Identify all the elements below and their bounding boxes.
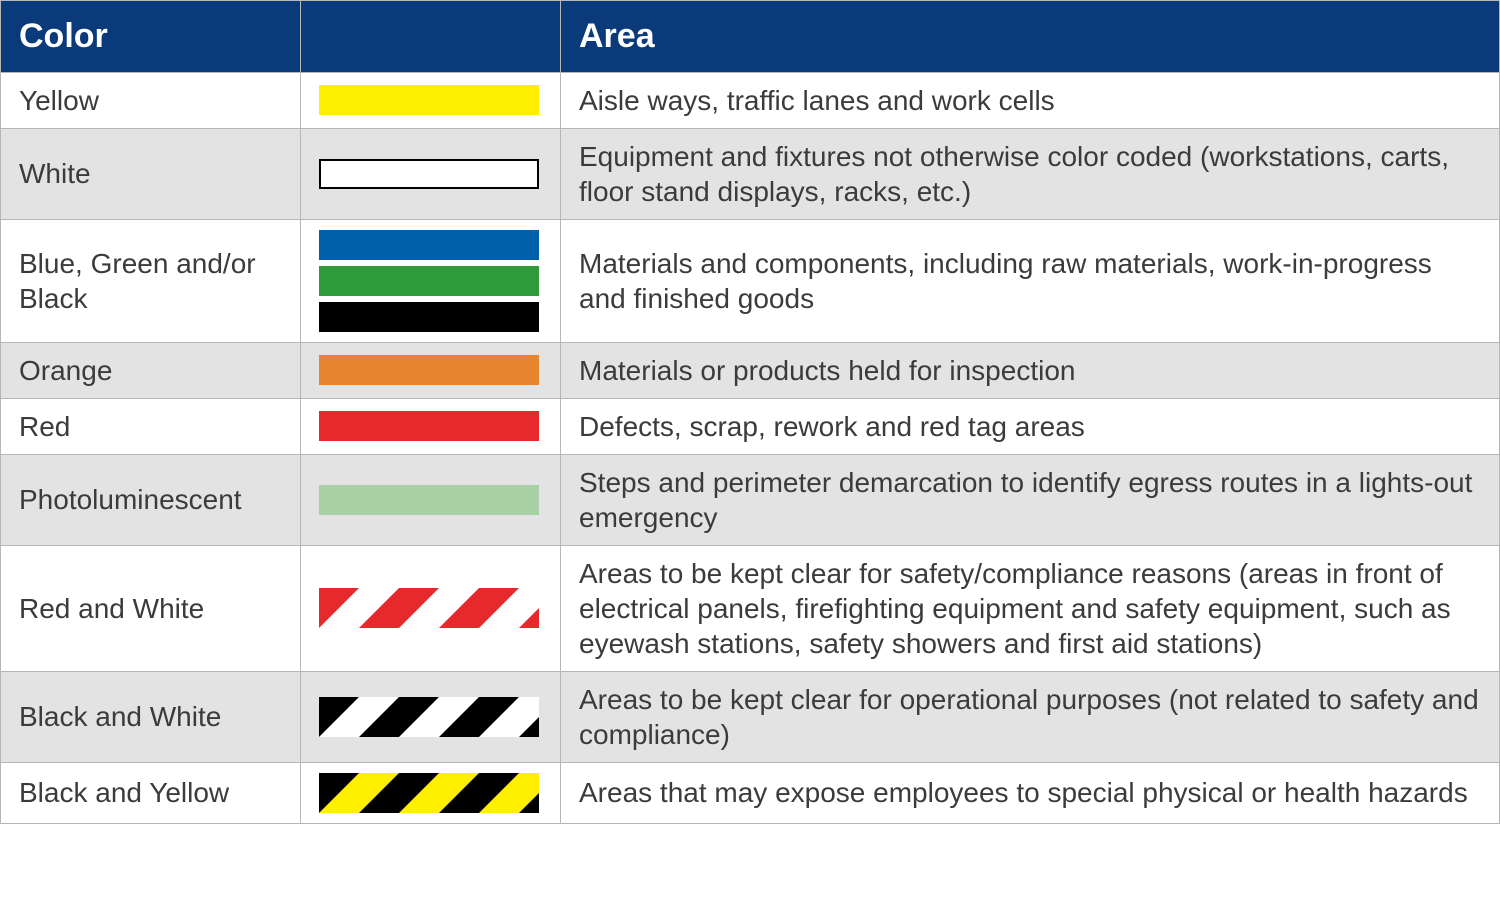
- area-cell: Materials and components, including raw …: [561, 219, 1500, 342]
- swatch-cell: [301, 545, 561, 671]
- header-area: Area: [561, 1, 1500, 73]
- table-row: Red Defects, scrap, rework and red tag ar…: [1, 398, 1500, 454]
- area-cell: Aisle ways, traffic lanes and work cells: [561, 72, 1500, 128]
- color-name-cell: Photoluminescent: [1, 454, 301, 545]
- swatch-cell: [301, 454, 561, 545]
- table-body: Yellow Aisle ways, traffic lanes and work…: [1, 72, 1500, 823]
- table-row: White Equipment and fixtures not otherwis…: [1, 128, 1500, 219]
- table-row: Black and Yellow Areas that may expose em…: [1, 762, 1500, 823]
- swatch-cell: [301, 671, 561, 762]
- swatch-cell: [301, 762, 561, 823]
- swatch-stripe: [319, 588, 539, 628]
- area-cell: Steps and perimeter demarcation to ident…: [561, 454, 1500, 545]
- color-name-cell: Orange: [1, 342, 301, 398]
- table-header-row: Color Area: [1, 1, 1500, 73]
- color-name-cell: Blue, Green and/or Black: [1, 219, 301, 342]
- table-row: Blue, Green and/or Black Materials and co…: [1, 219, 1500, 342]
- color-name-cell: Red: [1, 398, 301, 454]
- table-row: Orange Materials or products held for ins…: [1, 342, 1500, 398]
- color-name-cell: Black and White: [1, 671, 301, 762]
- header-color: Color: [1, 1, 301, 73]
- swatch-cell: [301, 342, 561, 398]
- swatch-solid: [319, 266, 539, 296]
- swatch-solid: [319, 230, 539, 260]
- table-row: Black and White Areas to be kept clear fo…: [1, 671, 1500, 762]
- table-row: Photoluminescent Steps and perimeter dema…: [1, 454, 1500, 545]
- swatch-solid: [319, 355, 539, 385]
- swatch-cell: [301, 219, 561, 342]
- color-name-cell: Yellow: [1, 72, 301, 128]
- area-cell: Areas to be kept clear for safety/compli…: [561, 545, 1500, 671]
- swatch-solid: [319, 485, 539, 515]
- area-cell: Defects, scrap, rework and red tag areas: [561, 398, 1500, 454]
- swatch-solid: [319, 159, 539, 189]
- swatch-solid: [319, 411, 539, 441]
- swatch-cell: [301, 128, 561, 219]
- color-name-cell: White: [1, 128, 301, 219]
- color-name-cell: Black and Yellow: [1, 762, 301, 823]
- color-code-table: Color Area Yellow Aisle ways, traffic lan…: [0, 0, 1500, 824]
- color-name-cell: Red and White: [1, 545, 301, 671]
- swatch-stripe: [319, 773, 539, 813]
- table-row: Yellow Aisle ways, traffic lanes and work…: [1, 72, 1500, 128]
- swatch-cell: [301, 398, 561, 454]
- swatch-stripe: [319, 697, 539, 737]
- area-cell: Areas to be kept clear for operational p…: [561, 671, 1500, 762]
- area-cell: Materials or products held for inspectio…: [561, 342, 1500, 398]
- swatch-cell: [301, 72, 561, 128]
- table-row: Red and White Areas to be kept clear for …: [1, 545, 1500, 671]
- swatch-stack: [319, 230, 542, 332]
- area-cell: Areas that may expose employees to speci…: [561, 762, 1500, 823]
- swatch-solid: [319, 85, 539, 115]
- page: Color Area Yellow Aisle ways, traffic lan…: [0, 0, 1500, 914]
- swatch-solid: [319, 302, 539, 332]
- area-cell: Equipment and fixtures not otherwise col…: [561, 128, 1500, 219]
- header-swatch: [301, 1, 561, 73]
